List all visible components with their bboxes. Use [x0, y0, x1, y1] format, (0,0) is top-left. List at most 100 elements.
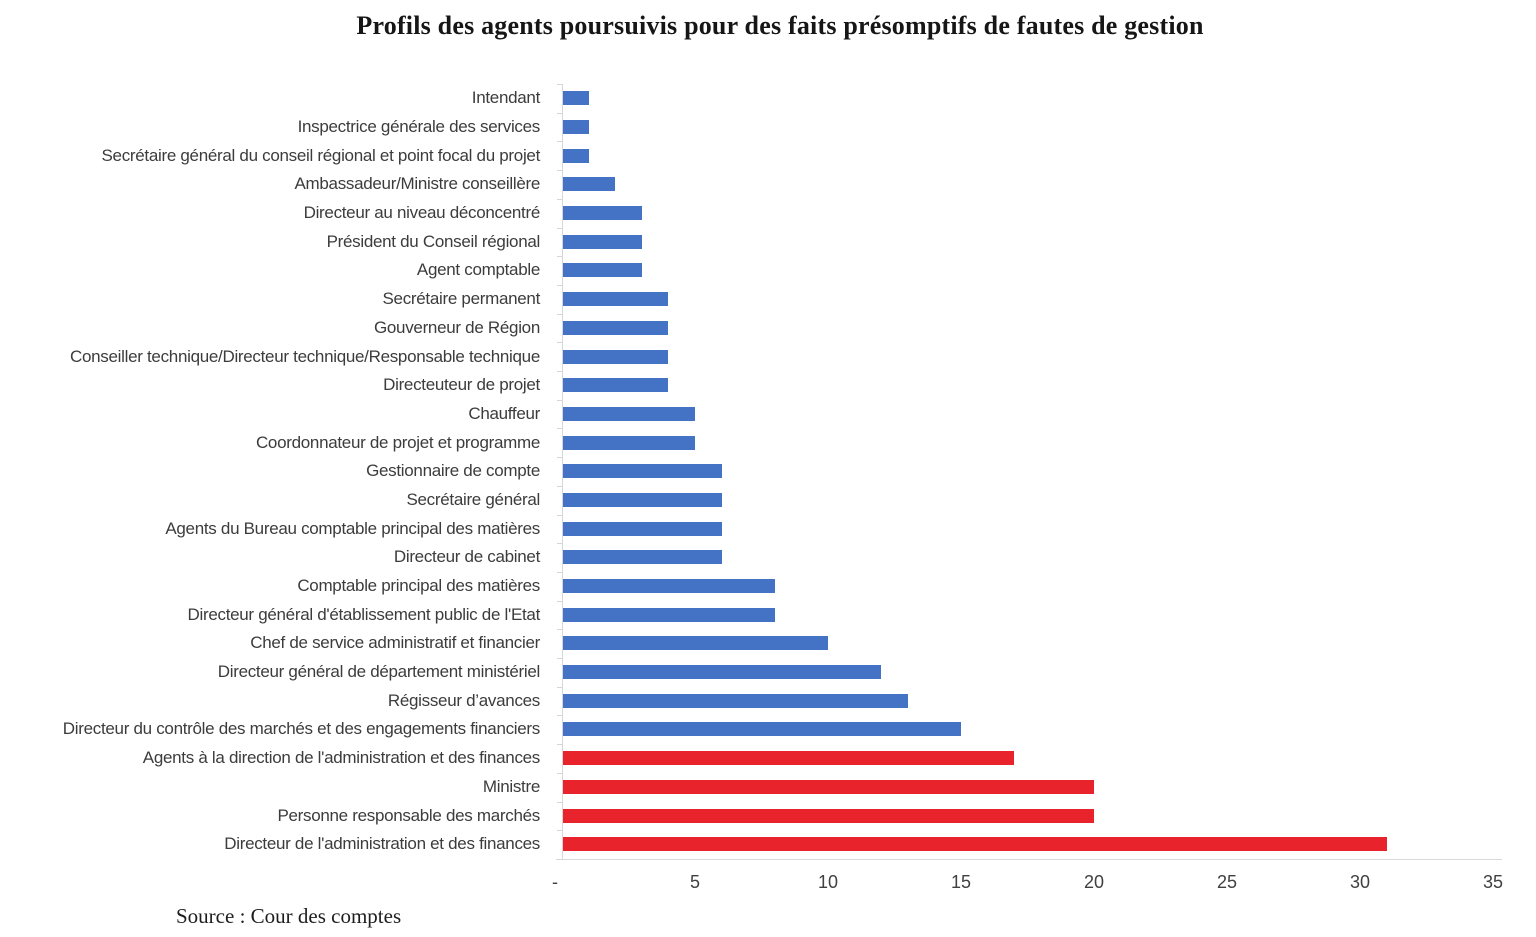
bar	[562, 91, 589, 106]
category-axis-tick	[557, 629, 563, 631]
category-label: Directeur du contrôle des marchés et des…	[62, 719, 541, 739]
category-label: Gouverneur de Région	[373, 317, 540, 337]
chart-title: Profils des agents poursuivis pour des f…	[356, 11, 1204, 40]
chart-row: Directeur général d'établissement public…	[0, 600, 1536, 629]
bar	[562, 120, 589, 135]
category-axis-tick	[557, 227, 563, 229]
bar	[562, 464, 722, 479]
bar	[562, 607, 775, 622]
bar	[562, 320, 669, 335]
category-axis-tick	[557, 830, 563, 832]
category-label: Agents à la direction de l'administratio…	[142, 748, 541, 768]
chart-row: Chauffeur	[0, 400, 1536, 429]
bar	[562, 837, 1387, 852]
bar	[562, 550, 722, 565]
category-label: Directeur général d'établissement public…	[187, 604, 541, 624]
category-axis-tick	[557, 715, 563, 717]
bar	[562, 148, 589, 163]
bar	[562, 693, 908, 708]
category-axis-tick	[557, 313, 563, 315]
category-label: Régisseur d’avances	[387, 690, 540, 710]
chart-row: Directeur de cabinet	[0, 543, 1536, 572]
bar	[562, 177, 616, 192]
chart-row: Directeur du contrôle des marchés et des…	[0, 715, 1536, 744]
chart-rows: Intendant Inspectrice générale des servic…	[0, 84, 1536, 859]
category-label: Comptable principal des matières	[297, 576, 540, 596]
category-label: Directeur au niveau déconcentré	[303, 203, 541, 223]
category-label: Directeur de cabinet	[393, 547, 540, 567]
category-label: Conseiller technique/Directeur technique…	[70, 346, 540, 366]
category-axis-tick	[557, 371, 563, 372]
bar	[562, 406, 695, 421]
category-label: Ambassadeur/Ministre conseillère	[294, 174, 540, 194]
bar	[562, 751, 1015, 766]
chart-row: Inspectrice générale des services	[0, 113, 1536, 142]
category-axis-tick	[557, 284, 563, 286]
category-axis-tick	[557, 801, 563, 803]
category-axis-tick	[557, 543, 563, 545]
category-label: Coordonnateur de projet et programme	[255, 432, 540, 452]
category-axis-tick	[557, 772, 563, 774]
category-axis-tick	[557, 514, 563, 516]
category-axis-tick	[557, 170, 563, 172]
value-axis-tick-labels: - 5 10 15 20 25 30 35	[0, 872, 1536, 896]
category-label: Agent comptable	[416, 260, 540, 280]
bar	[562, 378, 669, 393]
value-axis-tick-label: 15	[950, 872, 972, 892]
chart-row: Personne responsable des marchés	[0, 801, 1536, 830]
bar	[562, 263, 642, 278]
bar	[562, 435, 695, 450]
chart-row: Secrétaire général	[0, 486, 1536, 515]
chart-row: Agent comptable	[0, 256, 1536, 285]
category-axis-tick	[557, 571, 563, 573]
chart-row: Agents du Bureau comptable principal des…	[0, 514, 1536, 543]
chart-row: Secrétaire permanent	[0, 285, 1536, 314]
chart-row: Coordonnateur de projet et programme	[0, 428, 1536, 457]
bar	[562, 722, 961, 737]
value-axis-tick-label: 25	[1216, 872, 1238, 892]
chart-row: Comptable principal des matières	[0, 572, 1536, 601]
category-label: Intendant	[471, 88, 541, 108]
value-axis-line	[556, 859, 1502, 860]
source-note: Source : Cour des comptes	[176, 904, 402, 928]
category-axis-tick	[557, 342, 563, 344]
bar	[562, 636, 828, 651]
chart-row: Chef de service administratif et financi…	[0, 629, 1536, 658]
category-axis-tick	[557, 84, 563, 85]
category-label: Directeur de l'administration et des fin…	[224, 834, 540, 854]
category-axis-line	[562, 84, 563, 859]
category-axis-tick	[557, 658, 563, 659]
bar	[562, 349, 669, 364]
bar	[562, 521, 722, 536]
chart-row: Ambassadeur/Ministre conseillère	[0, 170, 1536, 199]
chart-row: Gouverneur de Région	[0, 314, 1536, 343]
category-label: Secrétaire général du conseil régional e…	[101, 145, 541, 165]
category-label: Personne responsable des marchés	[277, 805, 540, 825]
value-axis-tick-label: 35	[1482, 872, 1504, 892]
category-axis-tick	[557, 112, 563, 114]
category-label: Inspectrice générale des services	[297, 117, 541, 137]
category-axis-tick	[557, 457, 563, 459]
category-axis-tick	[557, 399, 563, 401]
value-axis-tick-label: 20	[1083, 872, 1105, 892]
chart-row: Directeur de l'administration et des fin…	[0, 830, 1536, 859]
chart-row: Régisseur d’avances	[0, 686, 1536, 715]
category-label: Secrétaire général	[406, 489, 540, 509]
bar	[562, 808, 1094, 823]
category-label: Président du Conseil régional	[326, 231, 541, 251]
category-label: Agents du Bureau comptable principal des…	[165, 518, 540, 538]
category-axis-tick	[557, 256, 563, 258]
value-axis-tick-label: 5	[689, 872, 701, 892]
category-label: Ministre	[482, 776, 540, 796]
category-label: Gestionnaire de compte	[366, 461, 540, 481]
category-axis-tick	[557, 141, 563, 143]
bar	[562, 234, 642, 249]
category-label: Chef de service administratif et financi…	[250, 633, 540, 653]
category-axis-tick	[557, 744, 563, 746]
bar	[562, 779, 1094, 794]
category-label: Chauffeur	[468, 403, 540, 423]
bar	[562, 492, 722, 507]
category-axis-tick	[557, 600, 563, 602]
category-label: Secrétaire permanent	[382, 289, 541, 309]
